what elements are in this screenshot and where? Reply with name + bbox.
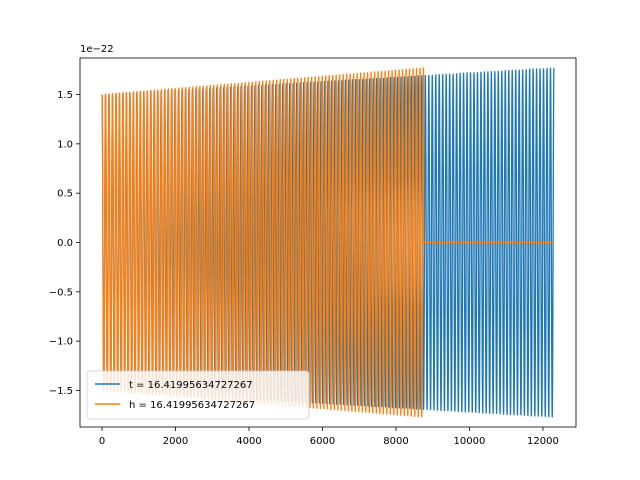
y-tick-label: 1.0 <box>57 139 73 150</box>
x-tick-label: 0 <box>99 436 105 447</box>
x-tick-label: 6000 <box>310 436 335 447</box>
y-tick-label: −0.5 <box>49 287 73 298</box>
y-axis-offset-label: 1e−22 <box>80 44 114 55</box>
x-axis: 0 2000 4000 6000 8000 10000 12000 <box>99 427 559 447</box>
y-tick-label: 0.5 <box>57 189 73 200</box>
legend-box <box>86 370 310 420</box>
x-tick-label: 12000 <box>527 436 559 447</box>
x-tick-label: 10000 <box>454 436 486 447</box>
y-tick-label: −1.5 <box>49 386 73 397</box>
x-tick-label: 2000 <box>163 436 188 447</box>
y-axis: −1.5 −1.0 −0.5 0.0 0.5 1.0 1.5 <box>49 90 80 397</box>
legend: t = 16.41995634727267 h = 16.419956347272… <box>86 370 310 420</box>
y-tick-label: 0.0 <box>57 238 73 249</box>
x-tick-label: 8000 <box>383 436 408 447</box>
x-tick-label: 4000 <box>236 436 261 447</box>
legend-label-2: h = 16.41995634727267 <box>129 400 255 411</box>
y-tick-label: 1.5 <box>57 90 73 101</box>
y-tick-label: −1.0 <box>49 337 73 348</box>
legend-label-1: t = 16.41995634727267 <box>129 380 253 391</box>
series-layer <box>101 67 555 418</box>
series-line-2 <box>101 67 554 418</box>
